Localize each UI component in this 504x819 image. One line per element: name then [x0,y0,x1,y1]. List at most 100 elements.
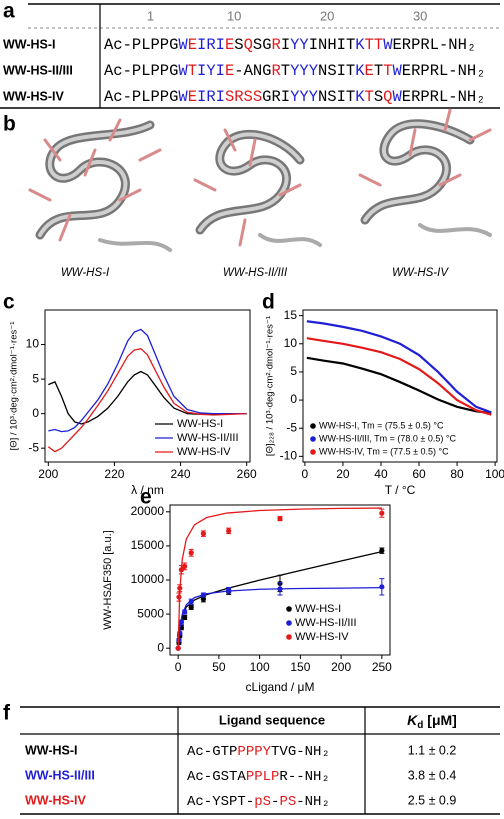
x-tick-label: 250 [372,660,392,674]
x-tick-label: 0 [302,467,309,481]
data-point [277,516,283,522]
sequence-segment: IYI [197,62,225,80]
sequence-segment: E [225,62,234,80]
x-tick-label: 0 [175,660,182,674]
sequence-segment: Q [383,88,392,106]
sequence-segment: W [178,88,188,106]
sequence-segment: SRSS [225,88,262,106]
sequence-segment: I [309,36,318,54]
x-tick-label: 150 [290,660,310,674]
x-tick-label: 260 [237,467,257,481]
kd-value: 2.5 ± 0.9 [408,793,457,807]
sequence: Ac-YSPT-pS-PS-NH₂ [187,794,330,810]
data-point [178,567,185,573]
x-tick-label: 20 [336,467,350,481]
y-tick-label: 5 [32,371,39,385]
x-axis-label: λ / nm [131,483,164,497]
legend-swatch [310,436,316,442]
sequence-segment: GRI [262,88,290,106]
y-tick-label: 20000 [131,504,165,518]
y-tick-label: -10 [280,449,298,463]
sequence-segment: SG [253,36,272,54]
data-point [188,599,194,605]
chart: 0 20 40 60 80 100 -10 -5 0 5 10 15 T / °C [Θ]₂₂₈ / 10… [265,308,504,497]
chart: 200 220 240 260 -5 0 5 10 λ / nm [Θ] / 10³·deg·cm… [9,309,257,497]
y-tick-label: 0 [32,406,39,420]
sequence-segment: S [374,88,383,106]
sequence-segment: ERPRL-NH₂ [393,36,477,54]
kd-value: 1.1 ± 0.2 [408,743,457,757]
sequence-segment: I [281,36,290,54]
data-point [200,592,207,598]
sequence-segment: E [225,36,234,54]
y-tick-label: -5 [286,420,297,434]
sequence-segment: pS [254,794,271,810]
sequence-segment: T [374,62,383,80]
data-point [178,619,185,625]
legend-label: WW-HS-I [295,603,341,615]
data-point [277,586,283,592]
y-tick-label: 5 [290,364,297,378]
x-axis-label: T / °C [385,483,416,497]
legend-swatch [286,634,292,640]
data-point [182,614,188,621]
legend-swatch [310,423,316,429]
sequence-segment: K [355,36,365,54]
plot-frame [302,309,498,463]
legend-label: WW-HS-II/III [295,617,357,629]
data-point [200,596,207,602]
header-cell: Kd [μM] [407,712,457,731]
sequence-segment: Ac-PLPPG [104,62,178,80]
x-axis-label: cLigand / μM [246,680,315,694]
series-line [306,320,492,414]
structure-1 [28,118,172,252]
protein-structures [28,108,492,252]
sequence-segment: TT [365,36,384,54]
sequence-segment: T [365,88,374,106]
data-point [379,510,385,516]
panel-label: d [262,291,275,314]
series-line [306,337,492,416]
panel-label: e [140,486,152,509]
structure-2 [193,128,322,247]
panel-label: a [3,0,15,23]
x-tick-label: 50 [212,660,226,674]
sequence-segment: NHIT [318,36,355,54]
sequence-segment: NSIT [318,62,355,80]
sequence-segment: IRI [197,88,225,106]
sequence-segment: Ac-GSTA [187,769,246,785]
sequence-segment: R [272,36,281,54]
x-tick-label: 200 [331,660,351,674]
y-tick-label: 15 [284,308,298,322]
residue-number: 30 [413,8,427,23]
y-tick-label: 0 [157,640,164,654]
legend-swatch [310,449,316,455]
header-part: K [407,712,418,728]
ligand-table-frame [20,706,500,815]
legend-label: WW-HS-I [177,418,223,430]
y-axis-label: WW-HSΔF350 [a.u.] [102,530,114,629]
sequence-segment: PPPY [237,744,271,760]
legend-swatch [286,620,292,626]
data-point [182,609,188,615]
legend-label: WW-HS-II/III, Tm = (78.0 ± 0.5) °C [319,433,456,443]
sequence-segment: T [383,62,392,80]
data-point [188,550,194,556]
sequence-segment: K [355,88,365,106]
sequence-segment: - [271,794,279,810]
structure-label: WW-HS-I [61,267,110,279]
residue-number: 10 [227,8,241,23]
sequence-segment: Ac-PLPPG [104,88,178,106]
sequence-segment: PS [279,794,296,810]
chart: 0 50 100 150 200 250 0 5000 10000 15000 20000 cLiga… [102,504,392,694]
data-point [379,584,385,590]
sequence-segment: Ac-YSPT- [187,794,254,810]
plot-frame [44,309,251,463]
row-name: WW-HS-I [3,37,56,51]
y-axis-label: [Θ] / 10³·deg·cm²·dmol⁻¹·res⁻¹ [9,322,20,451]
x-tick-label: 40 [374,467,388,481]
sequence-segment: ERPRL-NH₂ [402,88,486,106]
legend-label: WW-HS-IV [295,631,349,643]
fit-line [177,551,382,649]
